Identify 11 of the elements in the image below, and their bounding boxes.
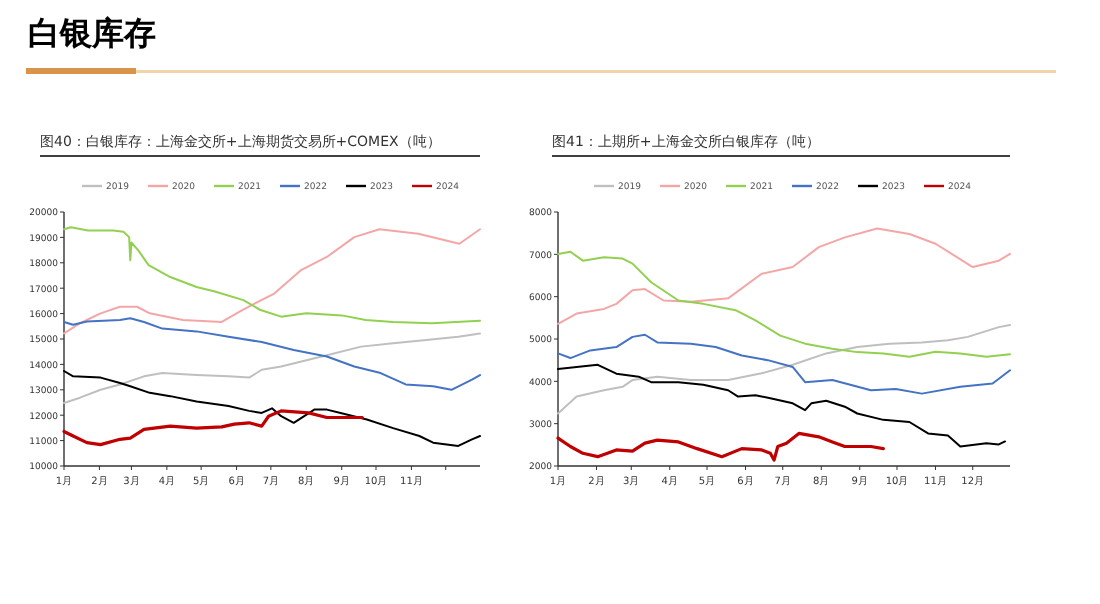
line-series bbox=[557, 363, 1007, 448]
line-series bbox=[62, 409, 364, 447]
line-series bbox=[557, 333, 1011, 395]
line-series bbox=[557, 227, 1011, 325]
line-series bbox=[557, 324, 1011, 415]
line-series bbox=[556, 431, 885, 462]
line-series bbox=[63, 370, 481, 447]
chart-title: 白银库存 bbox=[28, 14, 156, 52]
line-series bbox=[63, 332, 481, 404]
line-series bbox=[557, 250, 1011, 358]
line-series bbox=[63, 317, 481, 391]
